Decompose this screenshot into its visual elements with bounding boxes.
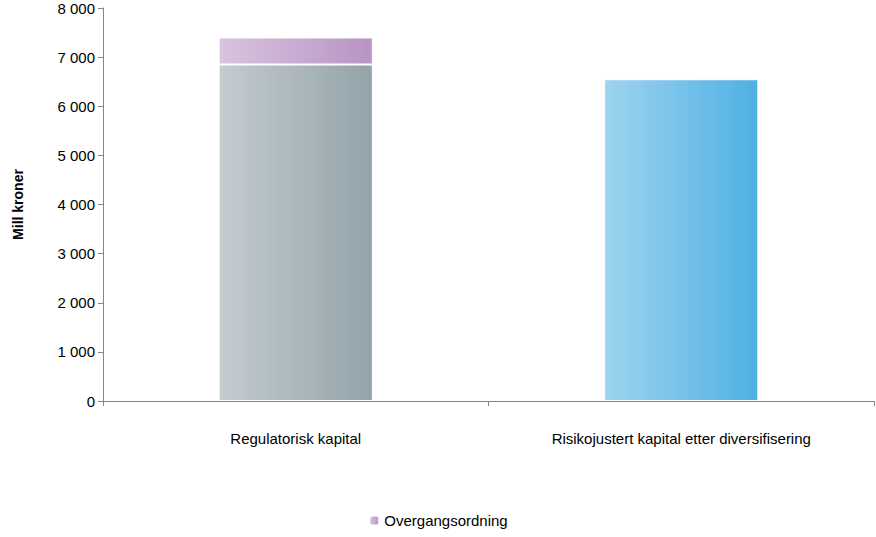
svg-text:Regulatorisk kapital: Regulatorisk kapital (230, 430, 361, 447)
svg-text:1 000: 1 000 (57, 343, 95, 360)
svg-text:5 000: 5 000 (57, 147, 95, 164)
svg-text:6 000: 6 000 (57, 98, 95, 115)
svg-text:2 000: 2 000 (57, 294, 95, 311)
svg-text:3 000: 3 000 (57, 245, 95, 262)
svg-text:Risikojustert kapital etter di: Risikojustert kapital etter diversifiser… (552, 430, 811, 447)
svg-text:8 000: 8 000 (57, 0, 95, 17)
svg-text:7 000: 7 000 (57, 49, 95, 66)
svg-text:4 000: 4 000 (57, 196, 95, 213)
svg-text:Overgangsordning: Overgangsordning (384, 512, 507, 529)
svg-text:0: 0 (87, 393, 95, 410)
svg-text:Mill kroner: Mill kroner (10, 169, 26, 240)
